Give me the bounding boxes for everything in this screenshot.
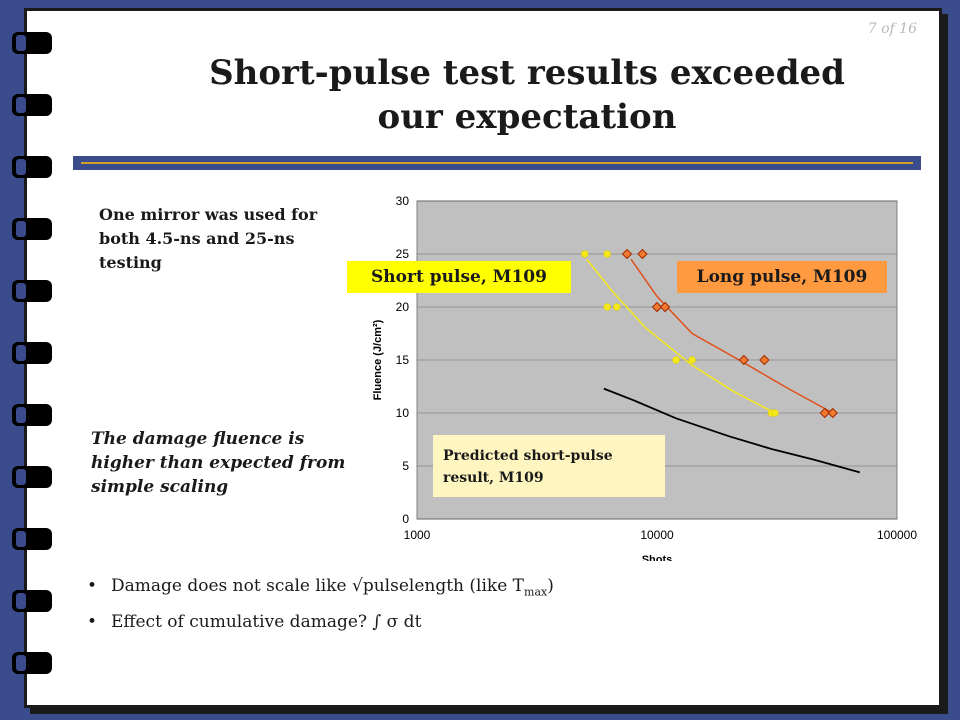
data-point: [603, 303, 611, 311]
long-pulse-label: Long pulse, M109: [677, 261, 887, 293]
predicted-label-line-1: Predicted short-pulse: [443, 448, 613, 464]
binder-ring: [12, 404, 52, 426]
bullet-scaling: Damage does not scale like √pulselength …: [87, 576, 554, 598]
short-pulse-label: Short pulse, M109: [347, 261, 571, 293]
mirror-note: One mirror was used for both 4.5-ns and …: [99, 205, 318, 272]
data-point: [759, 354, 770, 366]
data-point: [603, 250, 611, 258]
bullet-cumulative: Effect of cumulative damage? ∫ σ dt: [87, 612, 554, 634]
y-tick-label: 0: [402, 512, 409, 526]
binder-ring: [12, 280, 52, 302]
predicted-label: Predicted short-pulse result, M109: [433, 435, 665, 497]
x-tick-label: 10000: [640, 528, 674, 542]
slide-title: Short-pulse test results exceeded our ex…: [197, 51, 857, 139]
bullet-list: Damage does not scale like √pulselength …: [87, 576, 554, 648]
data-point: [672, 356, 680, 364]
bullet-scaling-sub: max: [524, 585, 548, 599]
slide-page: 7 of 16 Short-pulse test results exceede…: [24, 8, 942, 708]
binder-ring: [12, 156, 52, 178]
data-point: [659, 301, 671, 313]
y-tick-label: 10: [396, 406, 410, 420]
x-tick-label: 100000: [877, 528, 917, 542]
predicted-label-line-2: result, M109: [443, 470, 544, 486]
binder-ring: [12, 342, 52, 364]
x-axis-label: Shots: [642, 554, 673, 561]
y-axis-label: Fluence (J/cm²): [372, 319, 384, 400]
data-point: [637, 248, 648, 260]
series-line: [603, 387, 861, 474]
y-tick-label: 25: [396, 247, 410, 261]
binder-ring: [12, 652, 52, 674]
binder-ring: [12, 218, 52, 240]
y-tick-label: 20: [396, 300, 410, 314]
title-line-1: Short-pulse test results exceeded: [209, 53, 845, 93]
data-point: [581, 250, 589, 258]
data-point: [827, 407, 838, 419]
binder-ring: [12, 466, 52, 488]
bullet-scaling-text: Damage does not scale like √pulselength …: [111, 576, 525, 596]
binder-ring: [12, 94, 52, 116]
series-fit-line: [586, 258, 776, 414]
data-point: [621, 248, 633, 260]
data-point: [651, 301, 663, 313]
data-point: [819, 407, 830, 419]
binder-ring: [12, 528, 52, 550]
series-fit-line: [630, 258, 834, 414]
fluence-chart: 0 5 10 15 20 25 30 1000 10000 100000 Shots Fluence …: [372, 194, 917, 561]
page-number: 7 of 16: [867, 21, 917, 37]
bullet-scaling-end: ): [547, 576, 554, 596]
y-tick-label: 15: [396, 353, 410, 367]
binder-ring: [12, 590, 52, 612]
data-point: [738, 354, 750, 366]
binder-ring: [12, 32, 52, 54]
data-point: [771, 409, 779, 417]
x-tick-label: 1000: [404, 528, 431, 542]
title-line-2: our expectation: [377, 97, 677, 137]
damage-note: The damage fluence is higher than expect…: [91, 429, 346, 497]
y-tick-label: 30: [396, 194, 410, 208]
data-point: [688, 356, 696, 364]
data-point: [613, 303, 621, 311]
y-tick-label: 5: [402, 459, 409, 473]
title-divider: [73, 156, 921, 170]
